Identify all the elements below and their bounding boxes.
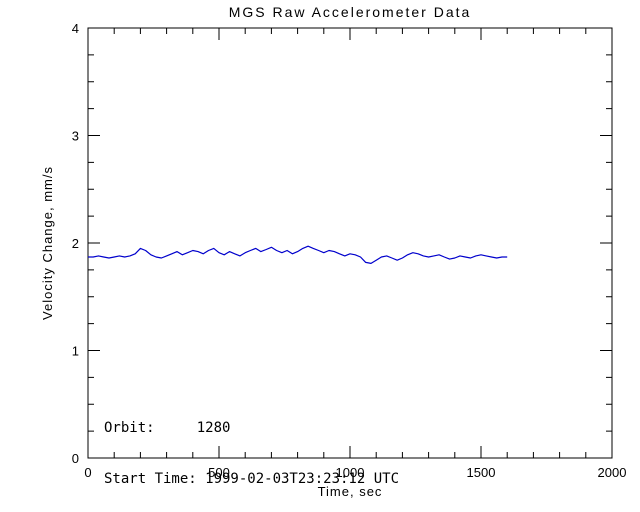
y-tick-labels: 0 1 2 3 4 <box>72 21 79 466</box>
svg-text:0: 0 <box>72 451 79 466</box>
svg-text:500: 500 <box>208 465 230 480</box>
chart-title: MGS Raw Accelerometer Data <box>229 4 472 20</box>
svg-text:4: 4 <box>72 21 79 36</box>
svg-text:2: 2 <box>72 236 79 251</box>
data-series <box>88 245 508 264</box>
svg-text:1: 1 <box>72 344 79 359</box>
x-tick-labels: 0 500 1000 1500 2000 <box>84 465 626 480</box>
tick-marks <box>87 27 613 459</box>
y-axis-label: Velocity Change, mm/s <box>40 166 55 320</box>
annotation-block: Orbit: 1280 Start Time: 1999-02-03T23:23… <box>104 386 399 512</box>
start-time-annotation: Start Time: 1999-02-03T23:23:12 UTC <box>104 471 400 487</box>
svg-text:1500: 1500 <box>467 465 496 480</box>
svg-text:1000: 1000 <box>336 465 365 480</box>
x-axis-label: Time, sec <box>318 484 383 499</box>
orbit-annotation: Orbit: 1280 <box>104 420 231 436</box>
svg-text:3: 3 <box>72 129 79 144</box>
svg-text:2000: 2000 <box>598 465 627 480</box>
svg-text:0: 0 <box>84 465 91 480</box>
